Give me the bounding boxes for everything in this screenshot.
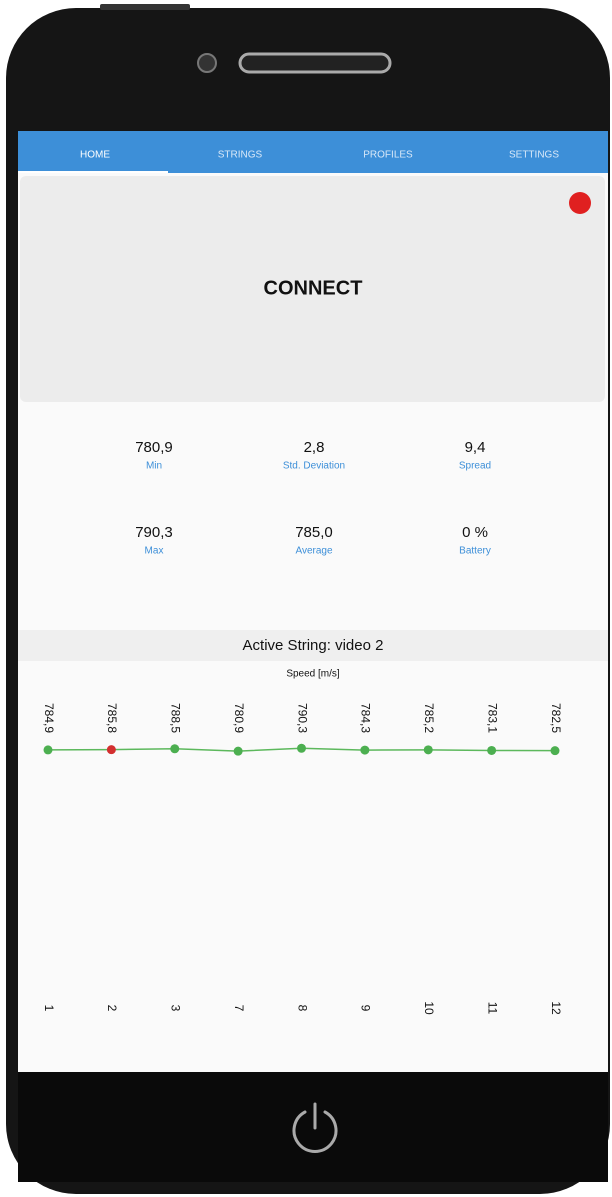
value-label: 784,9 bbox=[42, 703, 56, 733]
data-point bbox=[43, 745, 53, 755]
x-tick-label: 11 bbox=[485, 1002, 499, 1015]
connect-button[interactable]: CONNECT bbox=[264, 277, 363, 299]
value-label: 783,1 bbox=[485, 703, 499, 733]
data-point bbox=[423, 745, 433, 755]
stat-value: 2,8 bbox=[304, 439, 325, 456]
stat-label: Average bbox=[295, 546, 333, 557]
side-button bbox=[100, 4, 190, 10]
x-tick-label: 7 bbox=[232, 1005, 246, 1012]
bottom-bezel bbox=[18, 1072, 608, 1182]
x-tick-label: 12 bbox=[549, 1001, 563, 1015]
stat-label: Std. Deviation bbox=[283, 461, 345, 472]
x-tick-label: 8 bbox=[295, 1005, 309, 1012]
stat-value: 0 % bbox=[462, 524, 488, 541]
value-label: 780,9 bbox=[232, 703, 246, 733]
x-tick-label: 1 bbox=[42, 1005, 56, 1012]
value-label: 784,3 bbox=[359, 703, 373, 733]
power-icon[interactable] bbox=[292, 1102, 338, 1153]
value-label: 782,5 bbox=[549, 703, 563, 733]
speaker bbox=[238, 52, 392, 74]
title-band bbox=[18, 630, 608, 661]
value-label: 785,2 bbox=[422, 703, 436, 733]
tab[interactable]: STRINGS bbox=[218, 150, 263, 161]
x-tick-label: 9 bbox=[359, 1005, 373, 1012]
stat-label: Max bbox=[145, 546, 164, 557]
data-point bbox=[550, 746, 560, 756]
value-label: 790,3 bbox=[295, 703, 309, 733]
data-point bbox=[360, 745, 370, 755]
value-label: 788,5 bbox=[169, 703, 183, 733]
data-point bbox=[106, 745, 116, 755]
stat-value: 785,0 bbox=[295, 524, 333, 541]
stat-value: 780,9 bbox=[135, 439, 173, 456]
data-point bbox=[297, 743, 306, 753]
tab[interactable]: SETTINGS bbox=[509, 150, 559, 161]
axis-label: Speed [m/s] bbox=[286, 669, 340, 680]
camera bbox=[197, 53, 217, 73]
x-tick-label: 10 bbox=[422, 1001, 436, 1015]
connect-card[interactable] bbox=[20, 176, 605, 402]
tab[interactable]: PROFILES bbox=[363, 150, 413, 161]
stat-label: Battery bbox=[459, 546, 491, 557]
x-tick-label: 2 bbox=[105, 1005, 119, 1012]
tab-indicator bbox=[18, 171, 168, 173]
stat-label: Min bbox=[146, 461, 162, 472]
stat-label: Spread bbox=[459, 461, 491, 472]
chart-title: Active String: video 2 bbox=[243, 637, 384, 654]
value-label: 785,8 bbox=[105, 703, 119, 733]
data-point bbox=[487, 745, 497, 755]
data-point bbox=[233, 746, 243, 756]
data-point bbox=[170, 744, 180, 754]
tab-bar bbox=[18, 131, 608, 173]
x-tick-label: 3 bbox=[169, 1005, 183, 1012]
tab[interactable]: HOME bbox=[80, 150, 110, 161]
status-dot bbox=[569, 192, 591, 214]
stat-value: 790,3 bbox=[135, 524, 173, 541]
stat-value: 9,4 bbox=[465, 439, 486, 456]
